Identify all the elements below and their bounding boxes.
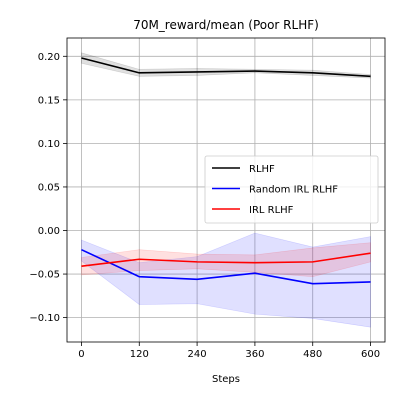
legend: RLHF Random IRL RLHF IRL RLHF: [204, 155, 379, 224]
chart-title: 70M_reward/mean (Poor RLHF): [133, 18, 319, 32]
x-tick-label: 360: [245, 349, 264, 360]
series-line: [81, 252, 371, 268]
y-tick-label: 0.15: [38, 95, 60, 106]
legend-label: IRL RLHF: [249, 205, 294, 216]
plot-frame: [66, 37, 386, 343]
axis-ticks: 0 120 240 360 480 600 −0.10 −0.05 0.00 0.05 0.10 0.…: [29, 52, 380, 360]
y-tick-label: −0.10: [29, 313, 60, 324]
confidence-band: [81, 232, 371, 328]
confidence-band: [81, 242, 371, 277]
series-line: [81, 248, 371, 285]
x-tick-label: 600: [361, 349, 380, 360]
legend-label: RLHF: [249, 164, 275, 175]
y-tick-label: 0.10: [38, 139, 60, 150]
series-line: [81, 57, 371, 78]
legend-label: Random IRL RLHF: [249, 185, 338, 196]
legend-box: [204, 155, 379, 224]
x-tick-label: 480: [303, 349, 322, 360]
series-lines: [81, 57, 371, 285]
y-tick-label: −0.05: [29, 270, 60, 281]
x-tick-label: 120: [130, 349, 149, 360]
y-tick-label: 0.20: [38, 52, 60, 63]
x-axis-label: Steps: [212, 374, 240, 385]
x-tick-label: 0: [78, 349, 84, 360]
x-tick-label: 240: [188, 349, 207, 360]
y-tick-label: 0.00: [38, 226, 60, 237]
y-tick-label: 0.05: [38, 182, 60, 193]
